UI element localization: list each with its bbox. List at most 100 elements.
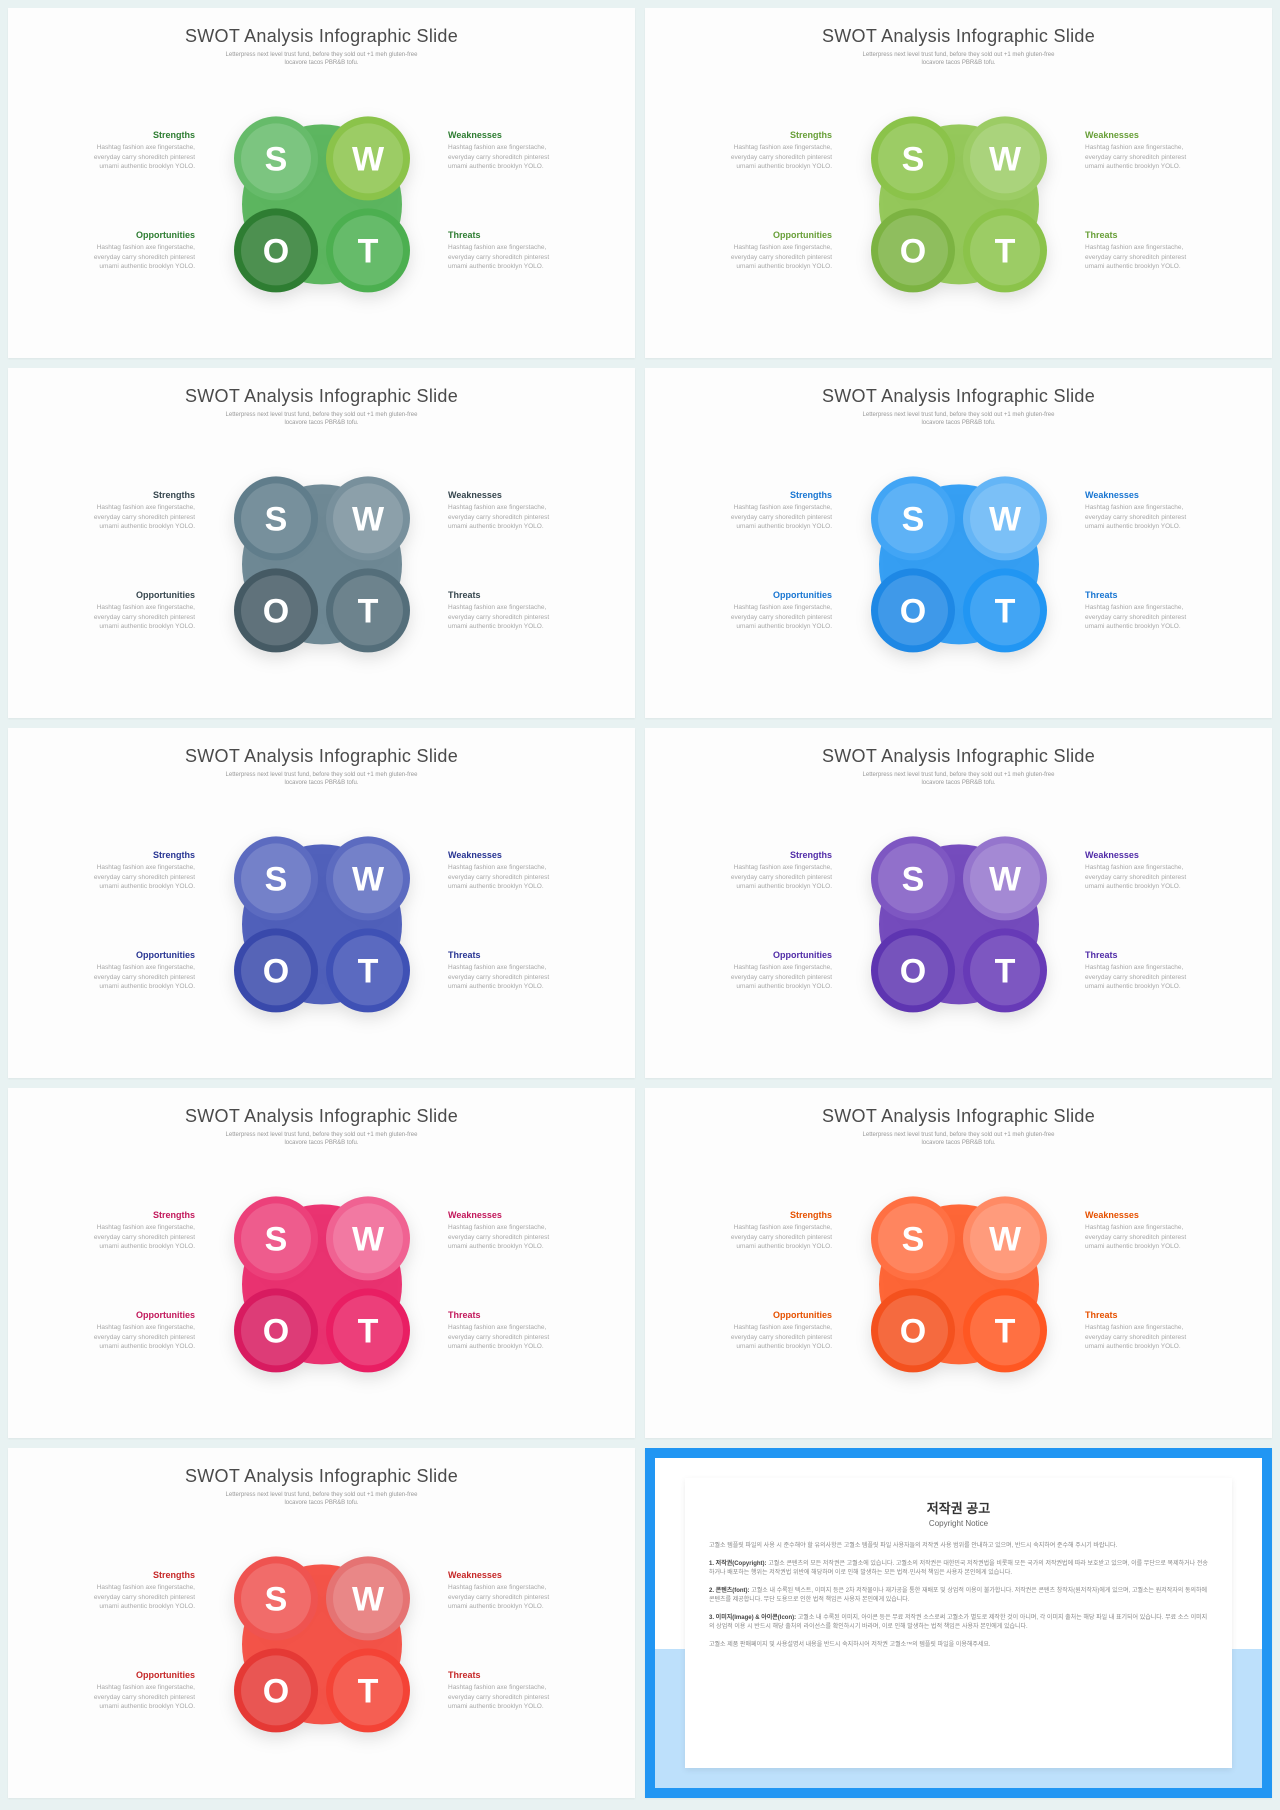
slide-subtitle: Letterpress next level trust fund, befor…: [226, 1131, 418, 1147]
swot-tb-o-block: Opportunities Hashtag fashion axe finger…: [30, 590, 195, 631]
svg-text:O: O: [899, 592, 925, 630]
copyright-p3: 2. 콘텐츠(font): 고퀄소 내 수록된 텍스트, 이미지 등은 2차 저…: [709, 1587, 1208, 1605]
swot-tb-w-block: Weaknesses Hashtag fashion axe fingersta…: [448, 1570, 613, 1611]
swot-heading: Strengths: [30, 850, 195, 860]
swot-tb-w-block: Weaknesses Hashtag fashion axe fingersta…: [1085, 490, 1250, 531]
swot-heading: Opportunities: [667, 950, 832, 960]
swot-heading: Strengths: [30, 1570, 195, 1580]
swot-desc: Hashtag fashion axe fingerstache,everyda…: [448, 963, 613, 991]
swot-tb-w-block: Weaknesses Hashtag fashion axe fingersta…: [448, 490, 613, 531]
swot-heading: Strengths: [30, 490, 195, 500]
swot-heading: Opportunities: [30, 230, 195, 240]
swot-desc: Hashtag fashion axe fingerstache,everyda…: [30, 1323, 195, 1351]
swot-slide-lime: SWOT Analysis Infographic Slide Letterpr…: [645, 8, 1272, 358]
svg-text:O: O: [262, 232, 288, 270]
swot-desc: Hashtag fashion axe fingerstache,everyda…: [30, 1583, 195, 1611]
swot-slide-indigo: SWOT Analysis Infographic Slide Letterpr…: [8, 728, 635, 1078]
swot-tb-t-block: Threats Hashtag fashion axe fingerstache…: [448, 950, 613, 991]
svg-text:W: W: [351, 500, 384, 538]
svg-text:T: T: [357, 592, 378, 630]
swot-heading: Weaknesses: [1085, 130, 1250, 140]
swot-heading: Opportunities: [30, 1670, 195, 1680]
copyright-p2: 1. 저작권(Copyright): 고퀄소 콘텐츠의 모든 저작권은 고퀄소에…: [709, 1560, 1208, 1578]
swot-heading: Opportunities: [667, 590, 832, 600]
swot-desc: Hashtag fashion axe fingerstache,everyda…: [1085, 963, 1250, 991]
swot-heading: Weaknesses: [1085, 850, 1250, 860]
svg-text:W: W: [988, 500, 1021, 538]
swot-tb-s-block: Strengths Hashtag fashion axe fingerstac…: [30, 1570, 195, 1611]
slide-title: SWOT Analysis Infographic Slide: [822, 386, 1095, 407]
slide-title: SWOT Analysis Infographic Slide: [822, 1106, 1095, 1127]
swot-desc: Hashtag fashion axe fingerstache,everyda…: [1085, 603, 1250, 631]
swot-desc: Hashtag fashion axe fingerstache,everyda…: [667, 1223, 832, 1251]
swot-desc: Hashtag fashion axe fingerstache,everyda…: [1085, 143, 1250, 171]
swot-heading: Weaknesses: [448, 850, 613, 860]
swot-tb-t-block: Threats Hashtag fashion axe fingerstache…: [1085, 950, 1250, 991]
slide-title: SWOT Analysis Infographic Slide: [185, 386, 458, 407]
swot-heading: Strengths: [30, 1210, 195, 1220]
swot-tb-w-block: Weaknesses Hashtag fashion axe fingersta…: [1085, 130, 1250, 171]
svg-text:T: T: [357, 1312, 378, 1350]
swot-tb-s-block: Strengths Hashtag fashion axe fingerstac…: [667, 850, 832, 891]
swot-tb-t-block: Threats Hashtag fashion axe fingerstache…: [1085, 1310, 1250, 1351]
slide-subtitle: Letterpress next level trust fund, befor…: [226, 51, 418, 67]
swot-heading: Opportunities: [30, 590, 195, 600]
swot-desc: Hashtag fashion axe fingerstache,everyda…: [667, 603, 832, 631]
swot-tb-t-block: Threats Hashtag fashion axe fingerstache…: [1085, 590, 1250, 631]
slide-subtitle: Letterpress next level trust fund, befor…: [226, 411, 418, 427]
swot-tb-t-block: Threats Hashtag fashion axe fingerstache…: [448, 230, 613, 271]
slide-subtitle: Letterpress next level trust fund, befor…: [226, 771, 418, 787]
swot-diagram: S W O T: [854, 459, 1064, 669]
svg-text:T: T: [994, 592, 1015, 630]
swot-desc: Hashtag fashion axe fingerstache,everyda…: [30, 1683, 195, 1711]
svg-text:T: T: [357, 952, 378, 990]
svg-text:T: T: [357, 232, 378, 270]
swot-slide-red: SWOT Analysis Infographic Slide Letterpr…: [8, 1448, 635, 1798]
swot-heading: Threats: [448, 590, 613, 600]
svg-text:W: W: [351, 1220, 384, 1258]
svg-text:W: W: [988, 860, 1021, 898]
swot-tb-w-block: Weaknesses Hashtag fashion axe fingersta…: [448, 1210, 613, 1251]
slide-title: SWOT Analysis Infographic Slide: [185, 746, 458, 767]
swot-heading: Threats: [1085, 590, 1250, 600]
swot-tb-s-block: Strengths Hashtag fashion axe fingerstac…: [30, 850, 195, 891]
swot-tb-o-block: Opportunities Hashtag fashion axe finger…: [30, 230, 195, 271]
swot-desc: Hashtag fashion axe fingerstache,everyda…: [667, 143, 832, 171]
swot-diagram: S W O T: [217, 459, 427, 669]
copyright-p1: 고퀄소 템플릿 파일의 사용 시 준수해야 할 유의사항은 고퀄소 템플릿 파일…: [709, 1542, 1208, 1551]
swot-tb-t-block: Threats Hashtag fashion axe fingerstache…: [448, 1310, 613, 1351]
swot-diagram: S W O T: [217, 819, 427, 1029]
swot-desc: Hashtag fashion axe fingerstache,everyda…: [30, 963, 195, 991]
swot-diagram: S W O T: [854, 99, 1064, 309]
svg-text:S: S: [264, 500, 287, 538]
copyright-slide: 저작권 공고 Copyright Notice 고퀄소 템플릿 파일의 사용 시…: [645, 1448, 1272, 1798]
svg-text:O: O: [899, 1312, 925, 1350]
svg-text:S: S: [264, 860, 287, 898]
slide-title: SWOT Analysis Infographic Slide: [185, 1106, 458, 1127]
swot-desc: Hashtag fashion axe fingerstache,everyda…: [30, 863, 195, 891]
svg-text:O: O: [262, 1672, 288, 1710]
svg-text:T: T: [994, 1312, 1015, 1350]
swot-tb-t-block: Threats Hashtag fashion axe fingerstache…: [448, 1670, 613, 1711]
swot-heading: Opportunities: [667, 230, 832, 240]
swot-heading: Strengths: [667, 130, 832, 140]
swot-tb-o-block: Opportunities Hashtag fashion axe finger…: [667, 950, 832, 991]
swot-heading: Threats: [1085, 230, 1250, 240]
swot-desc: Hashtag fashion axe fingerstache,everyda…: [30, 1223, 195, 1251]
swot-desc: Hashtag fashion axe fingerstache,everyda…: [1085, 863, 1250, 891]
swot-tb-o-block: Opportunities Hashtag fashion axe finger…: [30, 950, 195, 991]
swot-desc: Hashtag fashion axe fingerstache,everyda…: [1085, 1323, 1250, 1351]
svg-text:T: T: [994, 952, 1015, 990]
slide-title: SWOT Analysis Infographic Slide: [822, 26, 1095, 47]
swot-heading: Weaknesses: [448, 1570, 613, 1580]
swot-slide-slate: SWOT Analysis Infographic Slide Letterpr…: [8, 368, 635, 718]
swot-desc: Hashtag fashion axe fingerstache,everyda…: [448, 603, 613, 631]
swot-desc: Hashtag fashion axe fingerstache,everyda…: [448, 1223, 613, 1251]
swot-heading: Weaknesses: [448, 1210, 613, 1220]
svg-text:W: W: [988, 1220, 1021, 1258]
slide-subtitle: Letterpress next level trust fund, befor…: [863, 51, 1055, 67]
swot-tb-s-block: Strengths Hashtag fashion axe fingerstac…: [30, 490, 195, 531]
swot-desc: Hashtag fashion axe fingerstache,everyda…: [667, 963, 832, 991]
svg-text:O: O: [899, 232, 925, 270]
swot-tb-s-block: Strengths Hashtag fashion axe fingerstac…: [667, 1210, 832, 1251]
